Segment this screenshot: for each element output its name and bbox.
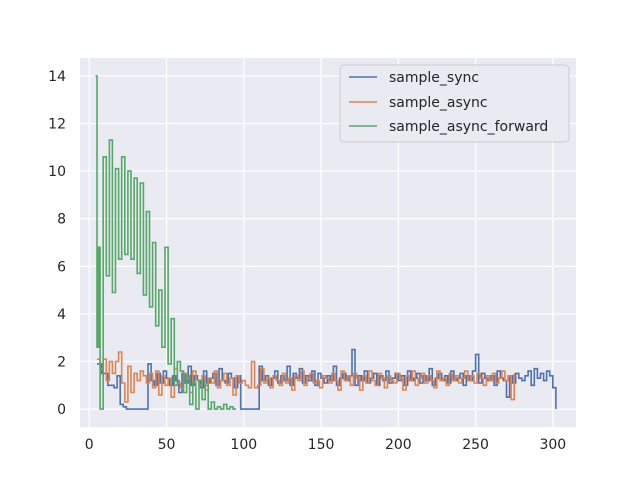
legend-label-sample-async-forward: sample_async_forward [389, 119, 548, 135]
y-tick-label: 6 [57, 259, 66, 275]
legend-label-sample-async: sample_async [389, 95, 488, 111]
y-tick-label: 10 [48, 164, 66, 180]
x-tick-label: 200 [385, 437, 412, 453]
x-tick-label: 150 [308, 437, 335, 453]
y-axis-ticks: 0 2 4 6 8 10 12 14 [48, 69, 66, 418]
x-tick-label: 50 [158, 437, 176, 453]
y-tick-label: 14 [48, 69, 66, 85]
legend: sample_sync sample_async sample_async_fo… [339, 64, 570, 143]
y-tick-label: 0 [57, 402, 66, 418]
y-tick-label: 4 [57, 307, 66, 323]
series-layer [95, 75, 557, 410]
legend-label-sample-sync: sample_sync [389, 70, 479, 86]
x-axis-ticks: 0 50 100 150 200 250 300 [85, 437, 566, 453]
series-sample-async-forward [95, 75, 237, 410]
legend-box [339, 64, 570, 143]
series-sample-sync [97, 348, 557, 410]
x-tick-label: 250 [462, 437, 489, 453]
grid [80, 58, 576, 427]
y-tick-label: 12 [48, 116, 66, 132]
x-tick-label: 0 [85, 437, 94, 453]
y-tick-label: 2 [57, 355, 66, 371]
x-tick-label: 100 [230, 437, 257, 453]
y-tick-label: 8 [57, 212, 66, 228]
x-tick-label: 300 [539, 437, 566, 453]
series-sample-async [97, 351, 515, 403]
